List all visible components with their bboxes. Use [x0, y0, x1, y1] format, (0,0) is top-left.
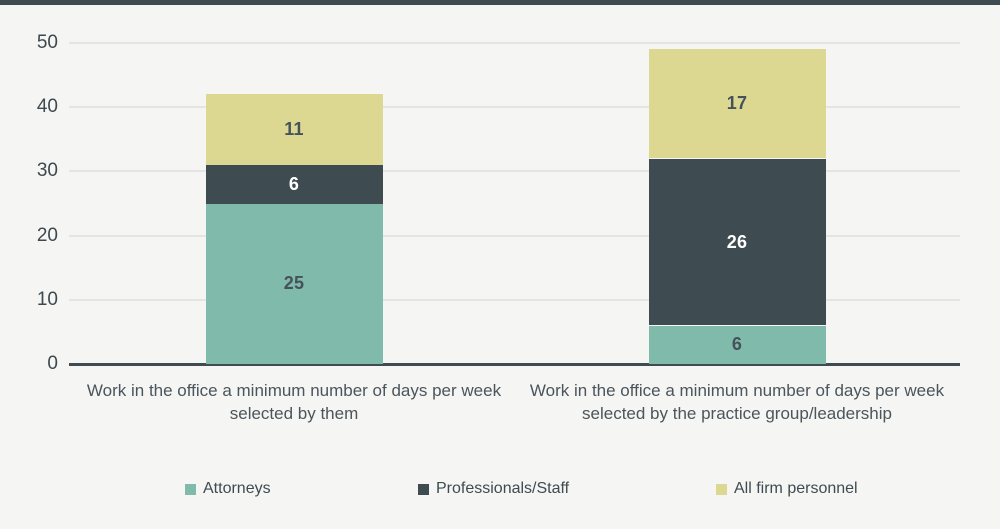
y-axis-tick-label: 50 — [36, 32, 58, 53]
gridline — [69, 170, 960, 172]
y-axis-tick-label: 30 — [36, 160, 58, 181]
legend-color-swatch — [418, 483, 429, 495]
top-border-strip — [0, 0, 1000, 5]
gridline — [69, 106, 960, 108]
legend-label: Attorneys — [203, 480, 271, 497]
y-axis-tick-label: 0 — [47, 353, 58, 374]
bar-segment: 25 — [205, 203, 383, 364]
legend-item: Attorneys — [185, 480, 271, 498]
bar-value-label: 17 — [726, 93, 748, 114]
bar-value-label: 11 — [284, 119, 304, 140]
legend-label: All firm personnel — [734, 480, 858, 497]
y-axis-tick-label: 10 — [36, 289, 58, 310]
x-axis-category-label: Work in the office a minimum number of d… — [86, 381, 502, 423]
bar-segment: 6 — [648, 325, 826, 364]
bar-segment: 17 — [648, 49, 826, 159]
y-axis-tick-label: 40 — [36, 96, 58, 117]
x-axis-category-label: Work in the office a minimum number of d… — [529, 381, 945, 423]
bar-value-label: 25 — [283, 273, 305, 294]
y-axis-tick-label: 20 — [36, 225, 58, 246]
legend-color-swatch — [185, 483, 196, 495]
x-axis-baseline — [69, 363, 960, 366]
bar-segment: 11 — [205, 94, 383, 165]
legend-item: Professionals/Staff — [418, 480, 569, 498]
bar-value-label: 6 — [731, 334, 743, 355]
bar-value-label: 6 — [288, 173, 300, 194]
bar-segment: 26 — [648, 158, 826, 326]
legend-color-swatch — [716, 483, 727, 495]
bar-segment: 6 — [205, 165, 383, 204]
gridline — [69, 42, 960, 44]
gridline — [69, 235, 960, 237]
legend-item: All firm personnel — [716, 480, 858, 498]
gridline — [69, 299, 960, 301]
legend-label: Professionals/Staff — [436, 480, 570, 497]
bar-value-label: 26 — [726, 231, 748, 252]
